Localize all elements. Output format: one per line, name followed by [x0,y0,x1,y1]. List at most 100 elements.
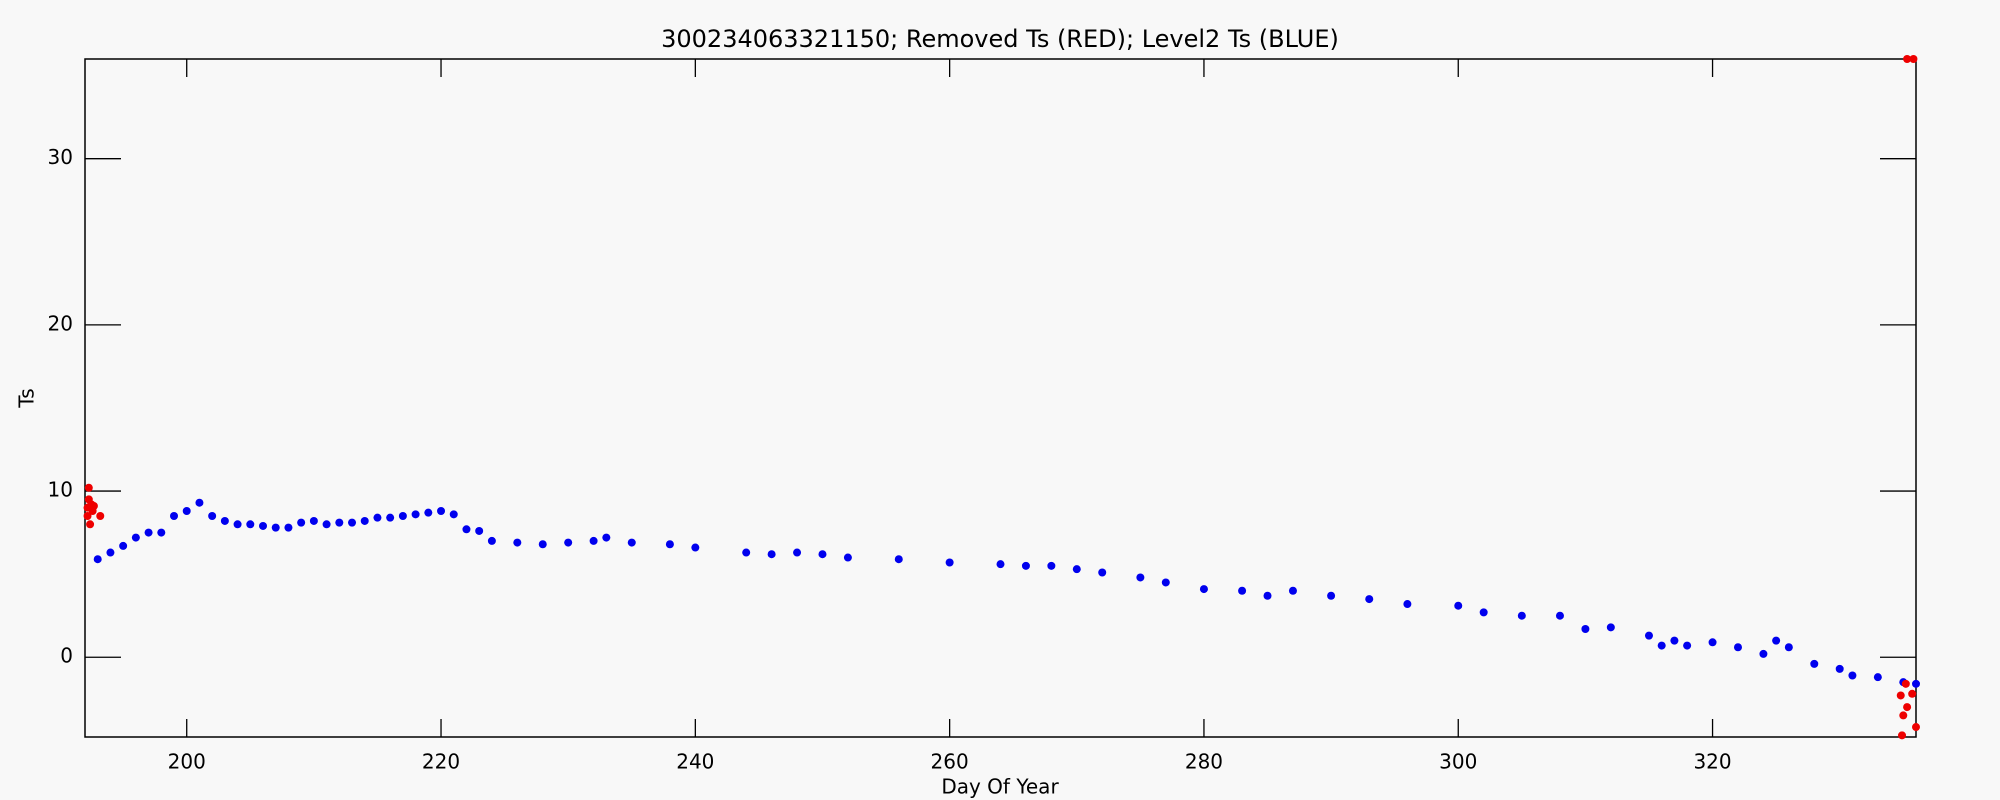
point [1479,608,1488,617]
x-tick-label: 240 [676,750,714,774]
point [894,555,903,564]
point [793,548,802,557]
point [1365,595,1374,604]
point [411,510,420,519]
x-axis-label: Day Of Year [941,775,1059,799]
point [182,507,191,515]
point [144,528,153,537]
x-tick-label: 260 [931,750,969,774]
point [246,520,255,529]
point [1903,55,1912,63]
point [602,533,611,542]
point [1199,585,1208,594]
point [1810,659,1819,668]
point [86,520,95,529]
point [131,533,140,542]
point [1403,600,1412,609]
point [119,541,128,550]
point [297,518,306,527]
point [1909,55,1918,63]
point [284,523,293,532]
point [424,508,433,517]
point [1098,568,1107,577]
point [1517,611,1526,620]
y-tick-label: 30 [48,145,73,169]
x-tick-label: 220 [422,750,460,774]
point [449,510,458,519]
point [373,513,382,522]
point [665,540,674,549]
point [1912,679,1920,688]
point [1606,623,1615,632]
point [1263,591,1272,600]
x-tick-label: 300 [1439,750,1477,774]
y-tick-label: 20 [48,311,73,335]
point [360,516,369,525]
point [1733,643,1742,652]
y-tick-label: 10 [48,478,73,502]
y-tick-label: 0 [60,644,73,668]
point [259,521,268,530]
point [195,498,204,507]
point [1555,611,1564,620]
point [538,540,547,549]
point [1072,565,1081,574]
point [1898,731,1907,740]
point [1161,578,1170,587]
point [564,538,573,547]
point [996,560,1005,569]
point [322,520,331,529]
point [335,518,344,527]
point [589,536,598,545]
point [818,550,827,559]
point [348,518,357,527]
point [1784,643,1793,652]
point [1644,631,1653,640]
point [1657,641,1666,650]
point [386,513,395,522]
point [462,525,471,534]
point [220,516,229,525]
point [208,511,217,520]
point [945,558,954,567]
point [106,548,115,557]
point [1238,586,1247,595]
x-tick-label: 280 [1185,750,1223,774]
point [1047,561,1056,570]
plot-frame [84,58,1917,738]
point [767,550,776,559]
point [89,502,98,511]
point [1912,723,1920,732]
point [1873,673,1882,682]
x-tick-label: 320 [1693,750,1731,774]
point [691,543,700,552]
point [437,507,446,515]
point [1772,636,1781,645]
point [1683,641,1692,650]
point [1581,624,1590,633]
point [1908,689,1917,698]
point [96,511,105,520]
point [83,511,92,520]
y-axis-label: Ts [15,388,39,408]
point [1136,573,1145,582]
point [627,538,636,547]
point [513,538,522,547]
point [170,511,179,520]
point [742,548,751,557]
point [1454,601,1463,610]
point [1708,638,1717,647]
point [233,520,242,529]
point [157,528,166,537]
point [843,553,852,562]
point [1835,664,1844,673]
point [398,511,407,520]
point [309,516,318,525]
point [93,555,102,564]
x-tick-label: 200 [168,750,206,774]
point [487,536,496,545]
point [1670,636,1679,645]
point [271,523,280,532]
point [475,526,484,535]
